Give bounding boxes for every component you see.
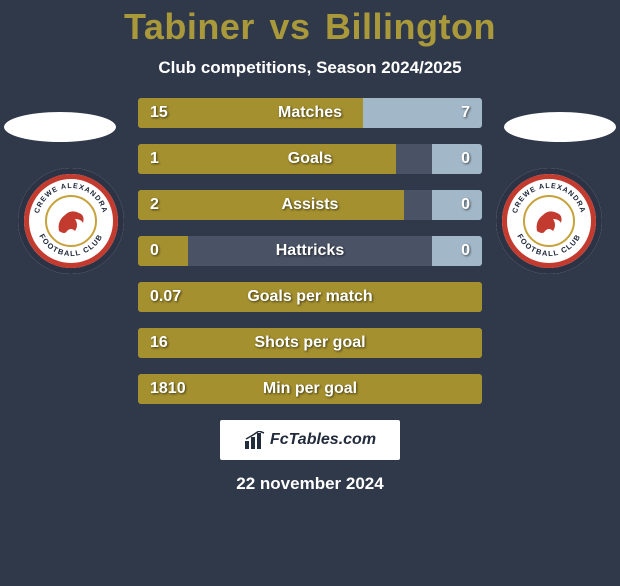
club-badge-left: CREWE ALEXANDRA FOOTBALL CLUB xyxy=(18,168,124,274)
stat-label: Hattricks xyxy=(138,236,482,266)
stat-row: 2Assists0 xyxy=(138,190,482,220)
stat-row: 0Hattricks0 xyxy=(138,236,482,266)
stat-row: 1810Min per goal xyxy=(138,374,482,404)
stat-right-value: 0 xyxy=(461,236,470,266)
stat-label: Min per goal xyxy=(138,374,482,404)
badge-ring-left: CREWE ALEXANDRA FOOTBALL CLUB xyxy=(24,174,118,268)
stat-row: 16Shots per goal xyxy=(138,328,482,358)
stat-label: Shots per goal xyxy=(138,328,482,358)
brand-text: FcTables.com xyxy=(270,431,376,449)
stat-row: 15Matches7 xyxy=(138,98,482,128)
subtitle: Club competitions, Season 2024/2025 xyxy=(0,58,620,78)
brand-box: FcTables.com xyxy=(220,420,400,460)
decorative-ellipse-right xyxy=(504,112,616,142)
stat-label: Goals xyxy=(138,144,482,174)
badge-ring-right: CREWE ALEXANDRA FOOTBALL CLUB xyxy=(502,174,596,268)
stat-row: 0.07Goals per match xyxy=(138,282,482,312)
stat-label: Matches xyxy=(138,98,482,128)
svg-text:CREWE ALEXANDRA: CREWE ALEXANDRA xyxy=(32,181,110,214)
svg-text:CREWE ALEXANDRA: CREWE ALEXANDRA xyxy=(510,181,588,214)
stat-right-value: 0 xyxy=(461,190,470,220)
stat-bars: 15Matches71Goals02Assists00Hattricks00.0… xyxy=(138,98,482,404)
svg-text:FOOTBALL CLUB: FOOTBALL CLUB xyxy=(515,232,582,258)
comparison-stage: CREWE ALEXANDRA FOOTBALL CLUB CREWE ALEX… xyxy=(0,98,620,404)
chart-icon xyxy=(244,431,266,449)
title-player-left: Tabiner xyxy=(124,6,255,47)
page-title: Tabiner vs Billington xyxy=(0,6,620,48)
svg-text:FOOTBALL CLUB: FOOTBALL CLUB xyxy=(37,232,104,258)
club-badge-right: CREWE ALEXANDRA FOOTBALL CLUB xyxy=(496,168,602,274)
stat-label: Goals per match xyxy=(138,282,482,312)
date-text: 22 november 2024 xyxy=(0,474,620,494)
stat-label: Assists xyxy=(138,190,482,220)
stat-right-value: 7 xyxy=(461,98,470,128)
stat-row: 1Goals0 xyxy=(138,144,482,174)
title-vs: vs xyxy=(269,6,310,47)
stat-right-value: 0 xyxy=(461,144,470,174)
decorative-ellipse-left xyxy=(4,112,116,142)
title-player-right: Billington xyxy=(325,6,496,47)
